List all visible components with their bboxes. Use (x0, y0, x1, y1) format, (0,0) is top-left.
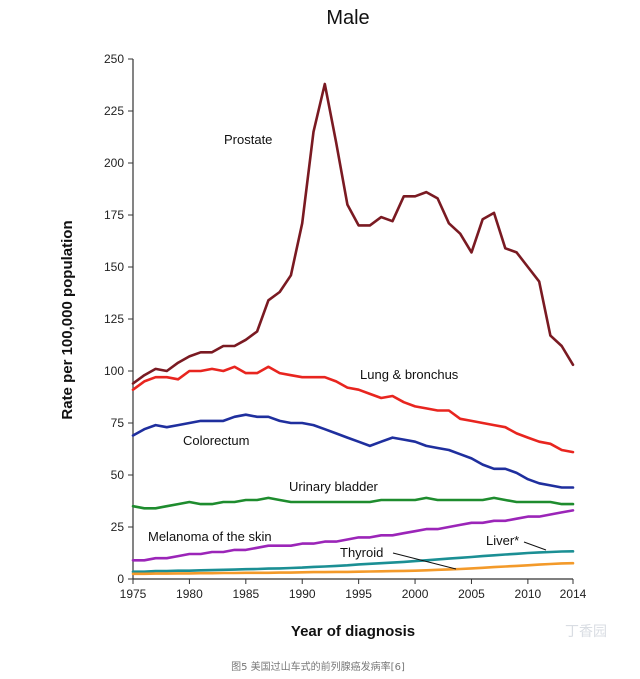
y-tick-label: 250 (104, 52, 124, 66)
y-tick-label: 175 (104, 208, 124, 222)
series-line-thyroid (131, 561, 575, 576)
series-label-prostate: Prostate (224, 132, 272, 147)
x-tick-label: 1990 (289, 587, 316, 601)
series-lines (131, 82, 575, 576)
y-tick-label: 0 (117, 572, 124, 586)
x-tick-label: 1980 (176, 587, 203, 601)
series-line-liver (131, 550, 575, 573)
y-tick-label: 150 (104, 260, 124, 274)
series-labels: Prostate Lung & bronchus Colorectum Urinary… (148, 132, 547, 570)
watermark-text: 丁香园 (565, 624, 607, 640)
y-tick-label: 50 (111, 468, 125, 482)
thyroid-leader-line (392, 552, 457, 570)
series-line-melanoma-of-the-skin (131, 509, 575, 562)
series-line-lung-bronchus (131, 365, 575, 454)
series-label-colorectum: Colorectum (183, 433, 249, 448)
x-tick-label: 1975 (120, 587, 147, 601)
x-tick-label: 2000 (402, 587, 429, 601)
x-tick-label: 1985 (232, 587, 259, 601)
series-label-thyroid: Thyroid (340, 545, 383, 560)
series-label-liver: Liver* (486, 533, 519, 548)
y-tick-label: 225 (104, 104, 124, 118)
axes: 0 25 50 75 100 125 150 175 200 225 250 1975 1980 1985… (104, 52, 587, 601)
y-axis-title: Rate per 100,000 population (59, 220, 76, 419)
x-tick-label: 2014 (560, 587, 587, 601)
x-tick-label: 1995 (345, 587, 372, 601)
chart-title: Male (326, 7, 369, 29)
series-label-lung-bronchus: Lung & bronchus (360, 367, 459, 382)
series-label-urinary-bladder: Urinary bladder (289, 479, 379, 494)
liver-leader-line (523, 541, 547, 551)
y-tick-label: 200 (104, 156, 124, 170)
x-tick-label: 2005 (458, 587, 485, 601)
series-line-prostate (131, 82, 575, 385)
y-tick-label: 100 (104, 364, 124, 378)
figure-caption: 图5 美国过山车式的前列腺癌发病率[6] (231, 660, 405, 673)
y-tick-label: 125 (104, 312, 124, 326)
series-label-melanoma-of-the-skin: Melanoma of the skin (148, 529, 272, 544)
series-line-colorectum (131, 413, 575, 489)
series-line-urinary-bladder (131, 496, 575, 510)
x-tick-label: 2010 (515, 587, 542, 601)
y-tick-label: 75 (111, 416, 125, 430)
y-tick-label: 25 (111, 520, 125, 534)
x-axis-title: Year of diagnosis (291, 623, 415, 640)
